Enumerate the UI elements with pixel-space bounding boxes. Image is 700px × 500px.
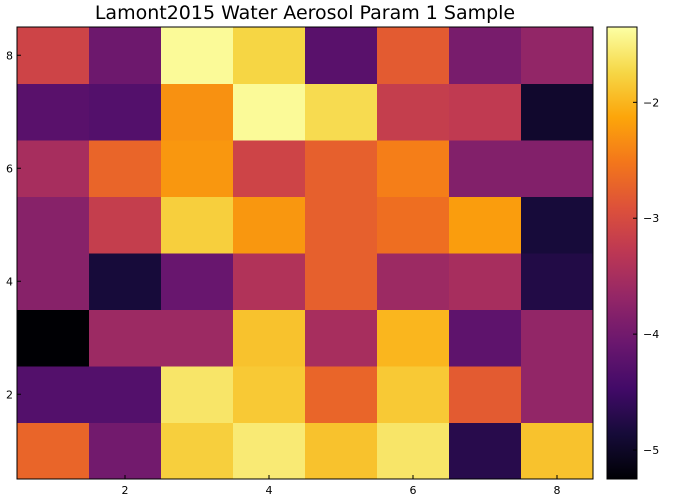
heatmap-cell: [233, 27, 306, 84]
heatmap-cell: [521, 309, 594, 367]
heatmap-cell: [161, 83, 234, 141]
heatmap-cell: [305, 253, 378, 310]
heatmap-cell: [377, 196, 450, 254]
heatmap-cell: [305, 140, 378, 197]
y-tick-label: 6: [6, 162, 13, 175]
heatmap-cell: [17, 140, 90, 197]
x-tick-label: 8: [554, 484, 561, 497]
x-tick-label: 2: [122, 484, 129, 497]
heatmap-cell: [161, 27, 234, 84]
heatmap-cell: [377, 27, 450, 84]
heatmap-cell: [305, 27, 378, 84]
heatmap-cell: [89, 140, 162, 197]
x-tick-label: 4: [266, 484, 273, 497]
heatmap-cell: [17, 422, 90, 480]
y-tick-label: 2: [6, 388, 13, 401]
heatmap-cell: [521, 83, 594, 141]
heatmap-cell: [521, 140, 594, 197]
colorbar-tick-label: −5: [643, 444, 659, 457]
heatmap-cell: [17, 309, 90, 367]
heatmap-cell: [521, 366, 594, 423]
heatmap-cell: [89, 196, 162, 254]
heatmap-cell: [17, 253, 90, 310]
heatmap-cell: [305, 196, 378, 254]
heatmap-cell: [89, 253, 162, 310]
heatmap-cell: [17, 366, 90, 423]
x-tick-label: 6: [410, 484, 417, 497]
colorbar: [606, 26, 638, 480]
heatmap-cell: [17, 83, 90, 141]
colorbar-tick-label: −4: [643, 328, 659, 341]
heatmap-cell: [89, 309, 162, 367]
heatmap-cell: [449, 27, 522, 84]
heatmap-cell: [305, 309, 378, 367]
colorbar-ticks: −5 −4 −3 −2: [633, 96, 659, 457]
heatmap-cell: [449, 253, 522, 310]
heatmap-cell: [377, 140, 450, 197]
heatmap-cell: [89, 27, 162, 84]
plot-frame: [16, 26, 594, 480]
heatmap-cell: [233, 253, 306, 310]
heatmap-cell: [377, 253, 450, 310]
heatmap-cell: [89, 422, 162, 480]
heatmap-cell: [161, 140, 234, 197]
heatmap-cell: [305, 83, 378, 141]
heatmap-cell: [161, 422, 234, 480]
heatmap-cell: [233, 196, 306, 254]
y-tick-label: 4: [6, 275, 13, 288]
heatmap-cell: [17, 196, 90, 254]
heatmap-cell: [449, 196, 522, 254]
heatmap-cell: [89, 83, 162, 141]
y-axis: 2 4 6 8: [6, 49, 21, 401]
heatmap-cell: [89, 366, 162, 423]
heatmap-cell: [233, 422, 306, 480]
colorbar-tick-label: −2: [643, 96, 659, 109]
heatmap-cell: [521, 253, 594, 310]
heatmap-cell: [233, 83, 306, 141]
heatmap-cell: [521, 422, 594, 480]
heatmap-cells: [17, 27, 594, 480]
y-tick-label: 8: [6, 49, 13, 62]
heatmap-cell: [521, 196, 594, 254]
heatmap-cell: [449, 366, 522, 423]
chart-title: Lamont2015 Water Aerosol Param 1 Sample: [95, 2, 515, 24]
heatmap-cell: [305, 366, 378, 423]
heatmap-cell: [161, 196, 234, 254]
heatmap-cell: [161, 309, 234, 367]
heatmap-cell: [161, 253, 234, 310]
heatmap-cell: [377, 366, 450, 423]
colorbar-tick-label: −3: [643, 212, 659, 225]
heatmap-cell: [377, 422, 450, 480]
heatmap-cell: [233, 140, 306, 197]
heatmap-cell: [305, 422, 378, 480]
heatmap-cell: [377, 83, 450, 141]
heatmap-cell: [449, 309, 522, 367]
heatmap-cell: [17, 27, 90, 84]
heatmap-cell: [233, 366, 306, 423]
heatmap-cell: [521, 27, 594, 84]
heatmap-cell: [233, 309, 306, 367]
heatmap-cell: [161, 366, 234, 423]
heatmap-cell: [449, 140, 522, 197]
heatmap-cell: [449, 83, 522, 141]
x-axis: 2 4 6 8: [122, 475, 561, 497]
heatmap-cell: [449, 422, 522, 480]
heatmap-cell: [377, 309, 450, 367]
